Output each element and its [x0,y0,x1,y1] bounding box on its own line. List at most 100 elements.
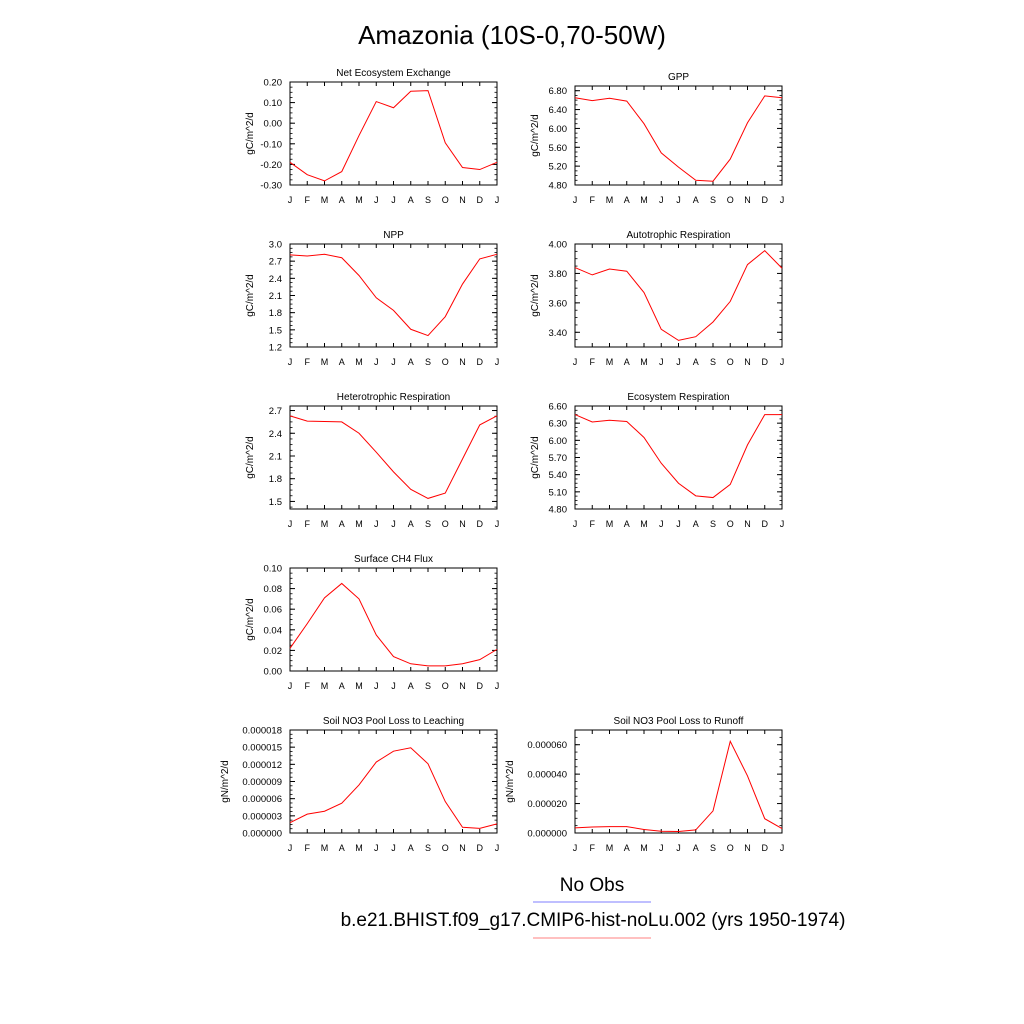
x-tick-label: M [640,843,648,853]
x-tick-label: F [305,519,311,529]
y-tick-label: 0.04 [264,625,283,636]
x-tick-label: D [477,195,484,205]
x-tick-label: J [391,357,396,367]
x-tick-label: F [305,195,311,205]
x-tick-label: A [339,843,345,853]
x-tick-label: N [744,357,751,367]
x-tick-label: A [624,357,630,367]
x-tick-label: J [659,357,664,367]
x-tick-label: J [780,519,785,529]
x-tick-label: J [780,843,785,853]
y-tick-label: -0.30 [260,181,282,192]
y-tick-label: 6.60 [549,402,568,413]
y-tick-label: 0.00 [264,119,283,130]
x-tick-label: J [288,357,293,367]
y-tick-label: 0.10 [264,98,283,109]
x-tick-label: D [762,357,769,367]
x-tick-label: A [408,357,414,367]
y-axis-label: gC/m^2/d [245,598,256,641]
y-axis-label: gC/m^2/d [245,112,256,155]
y-tick-label: 0.000012 [242,760,282,771]
x-tick-label: O [727,195,734,205]
y-axis-label: gC/m^2/d [245,436,256,479]
y-tick-label: 0.02 [264,646,283,657]
panel-title: Ecosystem Respiration [627,392,729,403]
x-tick-label: D [477,357,484,367]
x-tick-label: N [459,195,466,205]
y-tick-label: 5.60 [549,143,568,154]
x-tick-label: J [573,195,578,205]
y-tick-label: 6.80 [549,86,568,97]
y-tick-label: 0.000009 [242,777,282,788]
x-tick-label: J [676,843,681,853]
x-tick-label: N [459,357,466,367]
x-tick-label: A [693,843,699,853]
x-tick-label: S [425,843,431,853]
x-tick-label: D [477,681,484,691]
y-tick-label: -0.20 [260,160,282,171]
x-tick-label: A [408,681,414,691]
x-tick-label: O [442,519,449,529]
y-tick-label: 6.30 [549,419,568,430]
x-tick-label: O [727,357,734,367]
x-tick-label: A [693,195,699,205]
y-tick-label: 0.000060 [527,740,567,751]
y-tick-label: 2.4 [269,274,282,285]
x-tick-label: J [573,843,578,853]
x-tick-label: F [590,843,596,853]
y-tick-label: 5.70 [549,453,568,464]
y-tick-label: 5.10 [549,487,568,498]
x-tick-label: A [339,681,345,691]
x-tick-label: N [459,843,466,853]
plot-frame [289,243,498,348]
y-axis-label: gN/m^2/d [220,760,231,803]
x-tick-label: N [744,519,751,529]
x-tick-label: J [659,843,664,853]
y-tick-label: 4.80 [549,181,568,192]
x-tick-label: M [355,519,363,529]
x-tick-label: M [321,681,329,691]
y-tick-label: 0.000015 [242,743,282,754]
y-tick-label: 2.7 [269,406,282,417]
x-tick-label: J [288,519,293,529]
y-tick-label: 6.00 [549,124,568,135]
x-tick-label: N [459,519,466,529]
x-tick-label: F [590,195,596,205]
x-tick-label: A [624,519,630,529]
x-tick-label: A [408,519,414,529]
y-tick-label: 0.20 [264,78,283,89]
x-tick-label: J [391,681,396,691]
y-tick-label: 0.000040 [527,770,567,781]
x-tick-label: A [624,843,630,853]
panel-title: NPP [383,230,404,241]
x-tick-label: S [425,681,431,691]
series-line [574,249,783,341]
panel-title: Autotrophic Respiration [627,230,731,241]
x-tick-label: F [590,519,596,529]
x-tick-label: D [477,519,484,529]
y-tick-label: 2.1 [269,291,282,302]
series-line [574,95,783,182]
y-axis-label: gC/m^2/d [245,274,256,317]
plot-frame [289,567,498,672]
x-tick-label: M [640,519,648,529]
x-tick-label: M [355,357,363,367]
x-tick-label: A [339,357,345,367]
x-tick-label: A [693,357,699,367]
x-tick-label: J [391,519,396,529]
legend-label-obs: No Obs [560,875,624,896]
x-tick-label: O [442,681,449,691]
y-tick-label: 1.8 [269,308,282,319]
x-tick-label: F [305,681,311,691]
y-tick-label: 1.2 [269,343,282,354]
y-axis-label: gC/m^2/d [530,274,541,317]
x-tick-label: J [676,357,681,367]
x-tick-label: J [374,843,379,853]
x-tick-label: S [425,519,431,529]
panel-title: Heterotrophic Respiration [337,392,450,403]
y-axis-label: gC/m^2/d [530,114,541,157]
panel-title: Net Ecosystem Exchange [336,68,451,79]
